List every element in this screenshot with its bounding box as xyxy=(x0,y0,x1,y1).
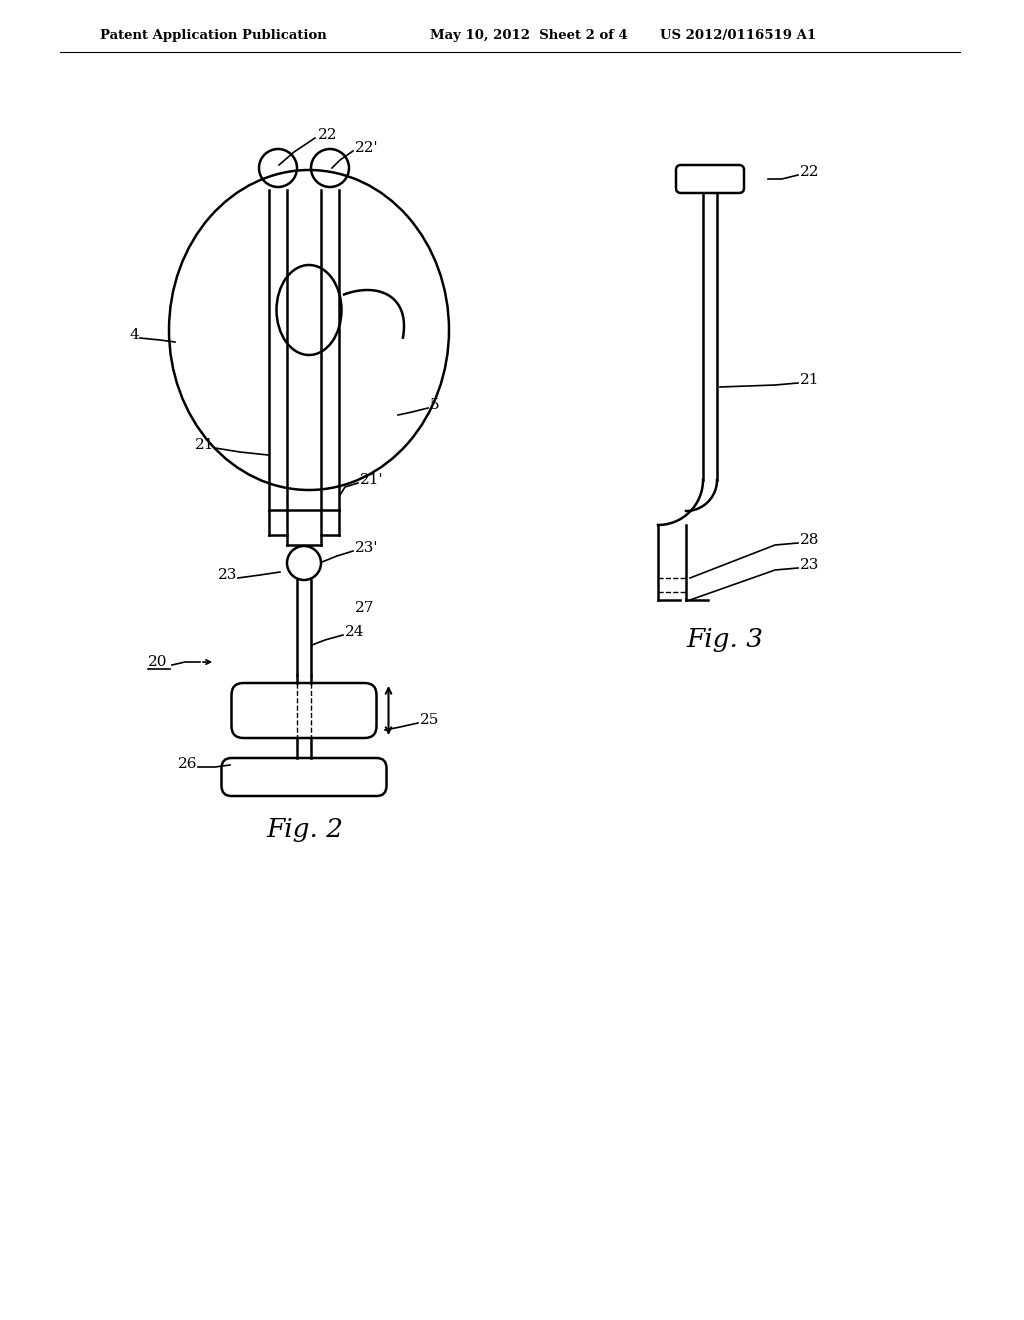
Text: 26: 26 xyxy=(178,756,198,771)
Text: 25: 25 xyxy=(420,713,439,727)
Text: 28: 28 xyxy=(800,533,819,546)
Text: 22': 22' xyxy=(355,141,379,154)
Text: 20: 20 xyxy=(148,655,168,669)
Text: US 2012/0116519 A1: US 2012/0116519 A1 xyxy=(660,29,816,41)
Text: 21': 21' xyxy=(360,473,384,487)
Text: Fig. 2: Fig. 2 xyxy=(266,817,343,842)
Text: 22: 22 xyxy=(800,165,819,180)
Text: 21: 21 xyxy=(800,374,819,387)
Text: Patent Application Publication: Patent Application Publication xyxy=(100,29,327,41)
Text: 21: 21 xyxy=(195,438,214,451)
Text: Fig. 3: Fig. 3 xyxy=(686,627,764,652)
Text: 5: 5 xyxy=(430,399,439,412)
Text: 27: 27 xyxy=(355,601,375,615)
Text: 24: 24 xyxy=(345,624,365,639)
Text: 23: 23 xyxy=(218,568,238,582)
Text: 4: 4 xyxy=(130,327,139,342)
Text: 23: 23 xyxy=(800,558,819,572)
Text: May 10, 2012  Sheet 2 of 4: May 10, 2012 Sheet 2 of 4 xyxy=(430,29,628,41)
Text: 23': 23' xyxy=(355,541,379,554)
Text: 22: 22 xyxy=(318,128,338,143)
